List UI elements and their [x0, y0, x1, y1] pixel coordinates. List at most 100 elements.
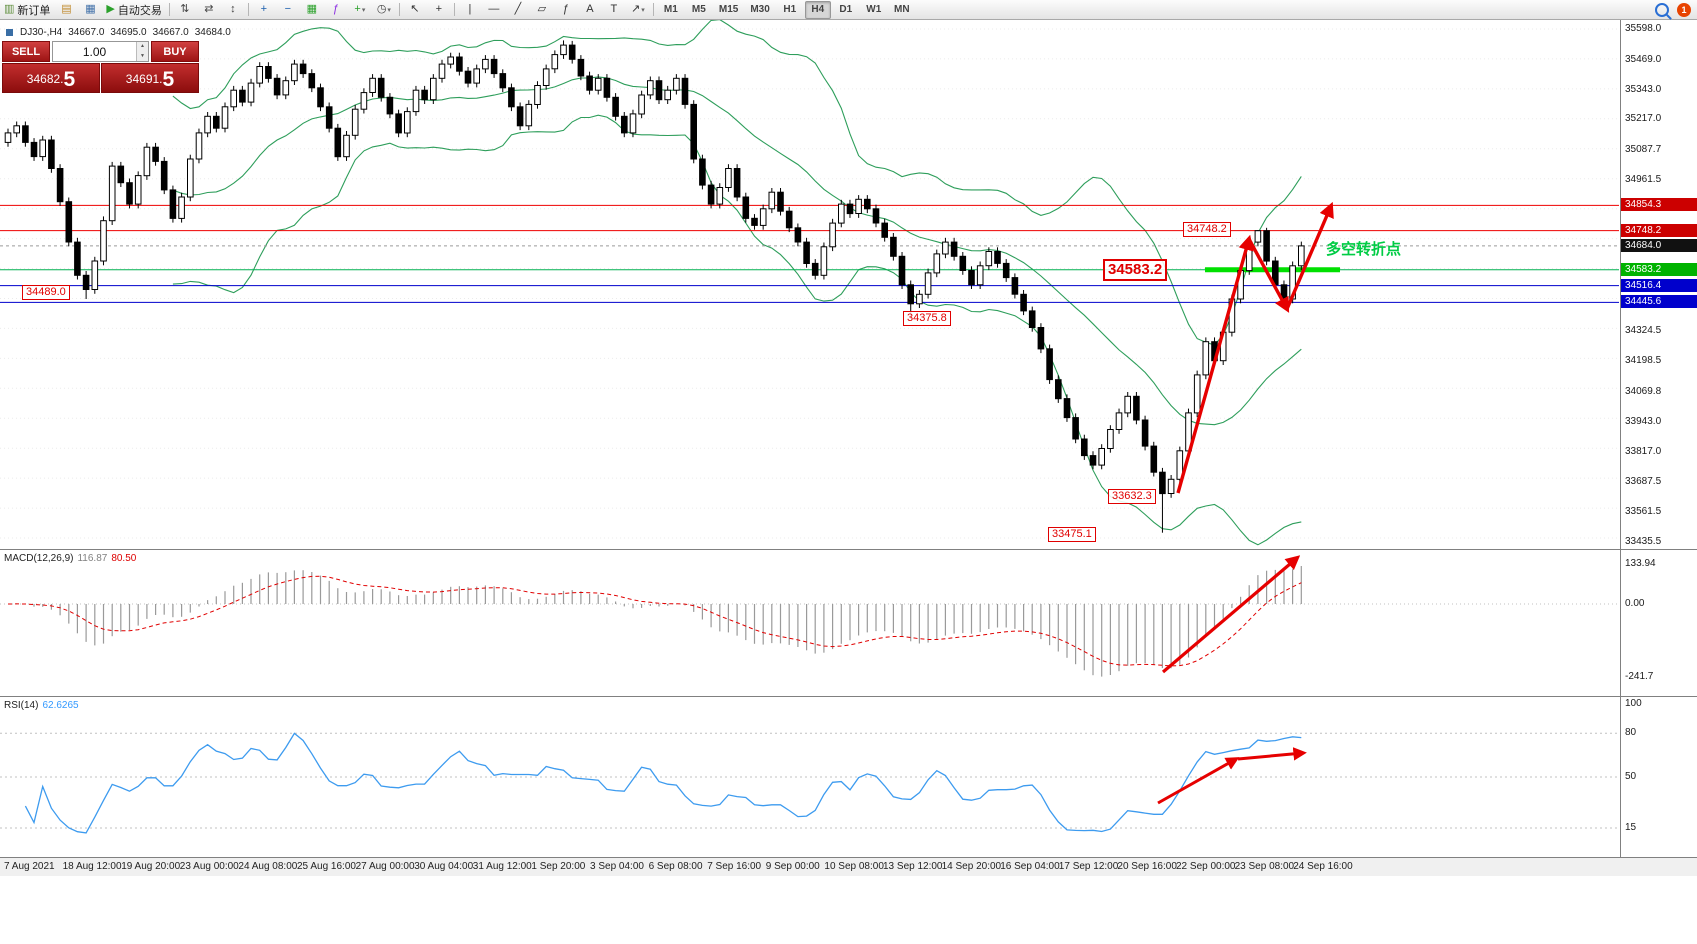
auto-trading-button-label: 自动交易: [117, 4, 162, 17]
new-order-button[interactable]: ▥ 新订单: [1, 1, 53, 19]
arrows-button[interactable]: ↗ ▾: [627, 1, 649, 19]
time-label: 9 Sep 00:00: [765, 861, 820, 872]
search-icon[interactable]: [1655, 2, 1669, 17]
horizontal-line-button[interactable]: —: [483, 1, 505, 19]
macd-panel: 133.94 0.00 -241.7 MACD(12,26,9) 116.87 80.5…: [0, 549, 1697, 696]
zoom-in-button[interactable]: +: [253, 1, 275, 19]
time-label: 27 Aug 00:00: [355, 861, 415, 872]
timeframe-m1[interactable]: M1: [663, 4, 678, 15]
macd-signal-value: 80.50: [111, 553, 137, 564]
time-label: 13 Sep 12:00: [883, 861, 943, 872]
rsi-axis: 100 80 50 15: [1620, 697, 1697, 857]
rsi-tick: 15: [1625, 822, 1637, 833]
buy-price[interactable]: 34691. 5: [101, 63, 199, 93]
toolbar-separator: [247, 3, 249, 16]
price-tick: 33561.5: [1625, 506, 1662, 518]
main-chart-canvas[interactable]: [0, 20, 1619, 549]
high-value: 34695.0: [110, 27, 147, 38]
sell-price-pip: 5: [63, 68, 76, 91]
vertical-line-button[interactable]: |: [459, 1, 481, 19]
time-label: 25 Aug 16:00: [297, 861, 356, 872]
candlestick-chart-button[interactable]: ⇄: [198, 1, 220, 19]
volume-down-icon[interactable]: ▼: [137, 51, 148, 61]
label-button[interactable]: T: [603, 1, 625, 19]
text-button[interactable]: A: [579, 1, 601, 19]
time-label: 19 Aug 20:00: [121, 861, 181, 872]
fibonacci-button[interactable]: ƒ: [555, 1, 577, 19]
price-tick: 35087.7: [1625, 144, 1662, 156]
add-indicator-icon: +: [354, 3, 361, 15]
price-badge: 34854.3: [1621, 198, 1697, 212]
add-indicator-button-dropdown-icon[interactable]: ▾: [361, 6, 366, 14]
price-badge: 34684.0: [1621, 238, 1697, 252]
price-tick: 35217.0: [1625, 113, 1662, 125]
price-tick: 33687.5: [1625, 476, 1662, 488]
time-label: 23 Aug 00:00: [179, 861, 239, 872]
text-icon: A: [586, 3, 594, 15]
arrows-button-dropdown-icon[interactable]: ▾: [641, 6, 645, 14]
line-chart-icon: ↕: [230, 3, 236, 15]
indicators-list-button[interactable]: ƒ: [325, 1, 347, 19]
macd-main-value: 116.87: [77, 553, 108, 564]
rsi-canvas[interactable]: [0, 697, 1619, 857]
macd-canvas[interactable]: [0, 550, 1619, 696]
period-button[interactable]: ◷ ▾: [373, 1, 395, 19]
buy-button[interactable]: BUY: [151, 41, 199, 62]
volume-value[interactable]: 1.00: [82, 44, 107, 59]
tile-windows-button[interactable]: ▦: [301, 1, 323, 19]
volume-input[interactable]: 1.00 ▲ ▼: [52, 41, 149, 62]
label-icon: T: [610, 3, 618, 15]
price-tick: 34961.5: [1625, 174, 1662, 185]
data-window-icon: ▦: [85, 3, 96, 15]
time-axis[interactable]: 7 Aug 2021 18 Aug 12:00 19 Aug 20:00 23 Aug…: [0, 857, 1697, 876]
data-window-button[interactable]: ▦: [79, 1, 101, 19]
rsi-tick: 100: [1625, 698, 1642, 709]
timeframe-m5[interactable]: M5: [691, 4, 706, 15]
cursor-button[interactable]: ↖: [404, 1, 426, 19]
zoom-out-icon: −: [284, 3, 292, 15]
time-label: 18 Aug 12:00: [62, 861, 122, 872]
time-label: 1 Sep 20:00: [531, 861, 586, 872]
fibonacci-icon: ƒ: [562, 3, 569, 15]
channel-icon: ▱: [537, 3, 547, 15]
timeframe-m15[interactable]: M15: [718, 4, 739, 15]
sell-price-main: 34682.: [26, 72, 64, 86]
time-label: 24 Sep 16:00: [1293, 861, 1353, 872]
volume-up-icon[interactable]: ▲: [137, 42, 148, 52]
price-badge: 34583.2: [1621, 262, 1697, 276]
channel-button[interactable]: ▱: [531, 1, 553, 19]
sell-button[interactable]: SELL: [2, 41, 50, 62]
trendline-button[interactable]: ╱: [507, 1, 529, 19]
low-value: 34667.0: [152, 27, 189, 38]
zoom-out-button[interactable]: −: [277, 1, 299, 19]
macd-label: MACD(12,26,9) 116.87 80.50: [4, 553, 136, 564]
market-watch-button[interactable]: ▤: [55, 1, 77, 19]
timeframe-w1[interactable]: W1: [866, 4, 882, 15]
sell-price[interactable]: 34682. 5: [2, 63, 100, 93]
auto-trading-button[interactable]: ▶ 自动交易: [103, 1, 164, 19]
notification-badge[interactable]: 1: [1677, 2, 1691, 17]
time-label: 10 Sep 08:00: [824, 861, 884, 872]
timeframe-h4[interactable]: H4: [804, 0, 831, 19]
crosshair-button[interactable]: +: [428, 1, 450, 19]
period-button-dropdown-icon[interactable]: ▾: [387, 6, 391, 14]
volume-spinner: ▲ ▼: [136, 42, 148, 61]
rsi-value: 62.6265: [42, 700, 79, 711]
timeframe-m30[interactable]: M30: [750, 4, 770, 15]
timeframe-h1[interactable]: H1: [783, 4, 797, 15]
time-label: 20 Sep 16:00: [1117, 861, 1177, 872]
bottom-space: [0, 876, 1697, 944]
add-indicator-button[interactable]: + ▾: [349, 1, 371, 19]
rsi-tick: 80: [1625, 727, 1637, 739]
price-annotation: 33475.1: [1048, 527, 1096, 542]
macd-axis: 133.94 0.00 -241.7: [1620, 550, 1697, 696]
price-badge: 34748.2: [1621, 223, 1697, 237]
line-chart-button[interactable]: ↕: [222, 1, 244, 19]
bar-chart-button[interactable]: ⇅: [174, 1, 196, 19]
rsi-name: RSI(14): [4, 700, 39, 711]
buy-price-main: 34691.: [125, 72, 163, 86]
tile-windows-icon: ▦: [306, 3, 318, 15]
timeframe-mn[interactable]: MN: [894, 4, 910, 15]
timeframe-d1[interactable]: D1: [839, 4, 853, 15]
toolbar-right: 1: [1655, 2, 1691, 17]
